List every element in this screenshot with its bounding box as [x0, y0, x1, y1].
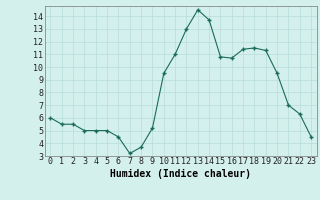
X-axis label: Humidex (Indice chaleur): Humidex (Indice chaleur): [110, 169, 251, 179]
